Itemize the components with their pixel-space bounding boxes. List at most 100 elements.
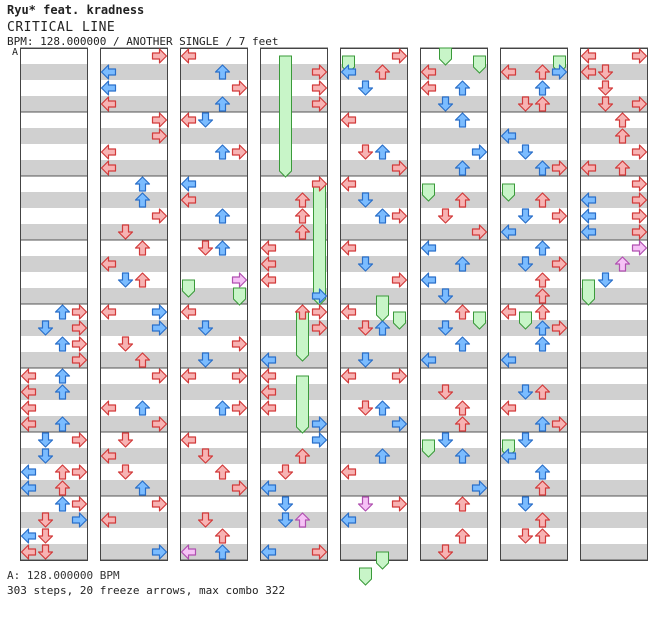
step-arrow-icon: [294, 208, 311, 224]
step-arrow-icon: [197, 320, 214, 336]
step-arrow-icon: [614, 160, 631, 176]
step-arrow-icon: [340, 240, 357, 256]
chart-column: [500, 47, 568, 561]
chart-info: BPM: 128.000000 / ANOTHER SINGLE / 7 fee…: [7, 35, 279, 48]
chart-column: [420, 47, 488, 561]
step-arrow-icon: [551, 208, 568, 224]
step-arrow-icon: [260, 352, 277, 368]
step-arrow-icon: [534, 160, 551, 176]
step-arrow-icon: [340, 368, 357, 384]
step-arrow-icon: [517, 384, 534, 400]
step-arrow-icon: [534, 480, 551, 496]
step-arrow-icon: [71, 304, 88, 320]
step-arrow-icon: [100, 304, 117, 320]
step-arrow-icon: [54, 384, 71, 400]
step-arrow-icon: [260, 384, 277, 400]
step-arrow-icon: [260, 256, 277, 272]
step-arrow-icon: [340, 64, 357, 80]
step-arrow-icon: [20, 480, 37, 496]
step-arrow-icon: [71, 336, 88, 352]
step-arrow-icon: [374, 144, 391, 160]
step-arrow-icon: [197, 512, 214, 528]
step-arrow-icon: [631, 96, 648, 112]
chart-column: [180, 47, 248, 561]
step-arrow-icon: [534, 96, 551, 112]
step-arrow-icon: [134, 272, 151, 288]
step-arrow-icon: [454, 192, 471, 208]
step-arrow-icon: [151, 48, 168, 64]
step-arrow-icon: [437, 544, 454, 560]
step-arrow-icon: [214, 208, 231, 224]
step-arrow-icon: [311, 96, 328, 112]
chart-column: [20, 47, 88, 561]
step-arrow-icon: [391, 48, 408, 64]
step-arrow-icon: [551, 256, 568, 272]
step-arrow-icon: [37, 544, 54, 560]
step-arrow-icon: [500, 448, 517, 464]
freeze-arrow: [313, 183, 326, 306]
step-arrow-icon: [151, 304, 168, 320]
step-arrow-icon: [71, 320, 88, 336]
step-arrow-icon: [71, 512, 88, 528]
step-arrow-icon: [311, 544, 328, 560]
step-arrow-icon: [357, 352, 374, 368]
step-arrow-icon: [534, 464, 551, 480]
step-arrow-icon: [117, 336, 134, 352]
step-arrow-icon: [197, 240, 214, 256]
step-arrow-icon: [294, 192, 311, 208]
step-arrow-icon: [534, 272, 551, 288]
step-arrow-icon: [231, 272, 248, 288]
step-arrow-icon: [420, 240, 437, 256]
step-arrow-icon: [231, 400, 248, 416]
step-arrow-icon: [420, 80, 437, 96]
step-arrow-icon: [260, 240, 277, 256]
step-arrow-icon: [631, 48, 648, 64]
step-arrow-icon: [100, 144, 117, 160]
step-arrow-icon: [551, 416, 568, 432]
step-arrow-icon: [260, 272, 277, 288]
step-arrow-icon: [374, 400, 391, 416]
step-arrow-icon: [100, 512, 117, 528]
step-arrow-icon: [20, 400, 37, 416]
step-arrow-icon: [214, 400, 231, 416]
step-arrow-icon: [454, 80, 471, 96]
step-arrow-icon: [197, 352, 214, 368]
step-arrow-icon: [534, 512, 551, 528]
step-arrow-icon: [151, 496, 168, 512]
step-arrow-icon: [597, 272, 614, 288]
step-arrow-icon: [597, 96, 614, 112]
step-arrow-icon: [37, 512, 54, 528]
chart-column: [260, 47, 328, 561]
step-arrow-icon: [340, 512, 357, 528]
step-arrow-icon: [391, 208, 408, 224]
step-arrow-icon: [454, 416, 471, 432]
step-arrow-icon: [374, 64, 391, 80]
step-arrow-icon: [277, 512, 294, 528]
step-arrow-icon: [151, 416, 168, 432]
step-arrow-icon: [420, 352, 437, 368]
step-arrow-icon: [517, 528, 534, 544]
step-arrow-icon: [580, 208, 597, 224]
step-arrow-icon: [534, 80, 551, 96]
step-arrow-icon: [391, 496, 408, 512]
step-arrow-icon: [277, 464, 294, 480]
step-arrow-icon: [20, 528, 37, 544]
step-arrow-icon: [631, 192, 648, 208]
step-arrow-icon: [454, 496, 471, 512]
step-arrow-icon: [37, 528, 54, 544]
step-arrow-icon: [180, 112, 197, 128]
step-arrow-icon: [374, 448, 391, 464]
step-arrow-icon: [534, 320, 551, 336]
step-arrow-icon: [311, 288, 328, 304]
step-arrow-icon: [357, 192, 374, 208]
step-arrow-icon: [100, 256, 117, 272]
step-arrow-icon: [151, 368, 168, 384]
step-arrow-icon: [631, 224, 648, 240]
step-arrow-icon: [151, 128, 168, 144]
step-arrow-icon: [631, 208, 648, 224]
step-arrow-icon: [100, 448, 117, 464]
step-arrow-icon: [231, 144, 248, 160]
step-arrow-icon: [534, 192, 551, 208]
step-arrow-icon: [180, 432, 197, 448]
